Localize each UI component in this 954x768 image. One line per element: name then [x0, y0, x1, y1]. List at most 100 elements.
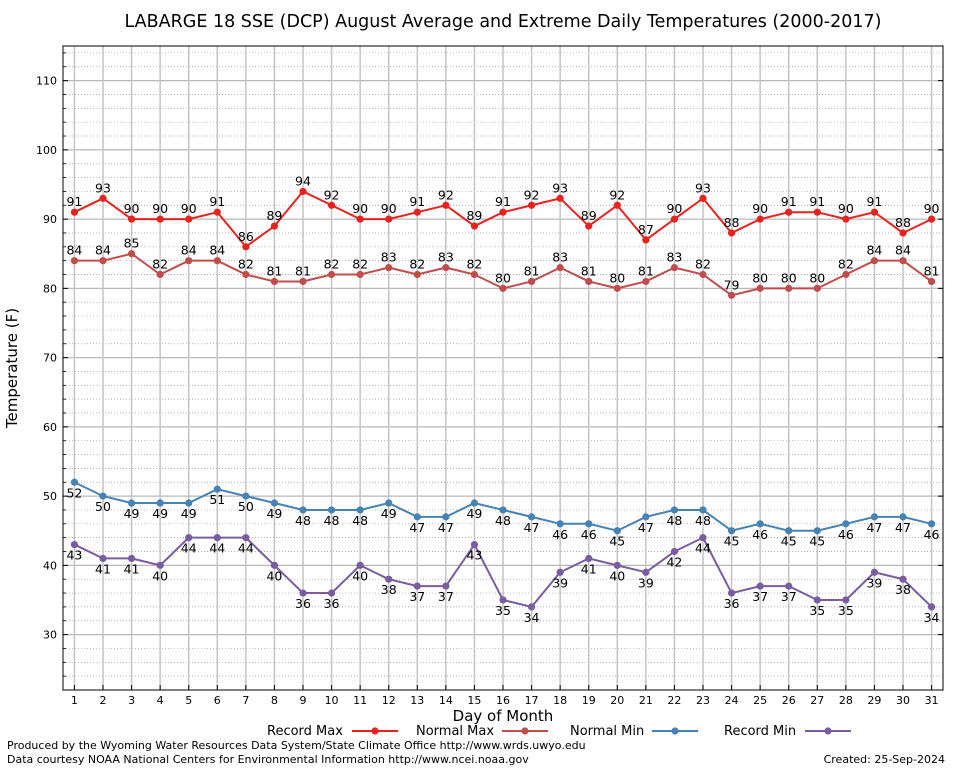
data-point [385, 263, 393, 272]
data-point [899, 575, 907, 583]
data-point [327, 506, 336, 514]
data-point [813, 284, 821, 292]
data-label: 84 [895, 243, 911, 258]
data-label: 51 [209, 492, 225, 507]
x-tick-label: 17 [525, 694, 539, 707]
data-label: 44 [238, 541, 254, 556]
data-label: 94 [295, 173, 311, 188]
y-tick-label: 80 [43, 282, 57, 295]
data-label: 92 [438, 187, 454, 202]
data-label: 36 [295, 596, 311, 611]
data-point [356, 215, 364, 223]
data-point [756, 582, 764, 590]
y-tick-label: 100 [36, 144, 57, 157]
data-label: 90 [752, 201, 768, 216]
data-point [70, 478, 79, 486]
data-point [785, 582, 793, 590]
data-label: 90 [381, 201, 397, 216]
y-tick-label: 50 [43, 490, 57, 503]
data-point [499, 284, 507, 292]
data-label: 38 [895, 582, 911, 597]
data-point [299, 589, 307, 597]
data-label: 79 [724, 277, 740, 292]
data-point [899, 229, 907, 237]
data-label: 48 [324, 513, 340, 528]
data-label: 46 [924, 527, 940, 542]
data-point [156, 215, 164, 223]
data-point [527, 201, 536, 209]
data-point [356, 561, 364, 569]
data-label: 91 [409, 194, 425, 209]
data-label: 48 [495, 513, 511, 528]
data-point [585, 222, 593, 230]
data-point [499, 208, 507, 216]
data-point [870, 568, 879, 576]
series-record-min: 43 41 41 40 44 44 44 40 36 36 40 38 37 37 43 35 34 39 41 40… [66, 534, 940, 625]
data-label: 80 [495, 270, 511, 285]
x-tick-label: 25 [753, 694, 767, 707]
data-label: 91 [209, 194, 225, 209]
data-point [813, 208, 821, 216]
data-point [413, 208, 421, 216]
data-label: 50 [95, 499, 111, 514]
data-label: 44 [181, 541, 197, 556]
data-label: 93 [695, 180, 711, 195]
data-label: 84 [95, 243, 111, 258]
data-point [213, 485, 221, 493]
data-point [99, 492, 107, 500]
legend-marker [521, 727, 529, 735]
y-tick-label: 90 [43, 213, 57, 226]
data-point [613, 201, 621, 209]
series-normal-max: 84 84 85 82 84 84 82 81 81 82 82 83 82 83 82 80 81 83 81 80… [66, 236, 940, 299]
data-point [442, 582, 450, 590]
data-point [213, 257, 221, 265]
data-point [556, 520, 564, 528]
data-point [556, 263, 564, 272]
data-label: 84 [209, 243, 225, 258]
data-point [299, 506, 307, 514]
x-tick-label: 14 [439, 694, 453, 707]
data-label: 34 [924, 610, 940, 625]
data-label: 36 [324, 596, 340, 611]
data-point [385, 575, 393, 583]
data-label: 40 [266, 568, 282, 583]
data-label: 80 [781, 270, 797, 285]
data-point [242, 492, 250, 500]
data-label: 48 [295, 513, 311, 528]
footer-producer-credit: Produced by the Wyoming Water Resources … [7, 739, 586, 752]
data-label: 39 [638, 575, 654, 590]
data-label: 80 [809, 270, 825, 285]
data-point [213, 534, 221, 542]
data-point [727, 589, 736, 597]
data-label: 44 [209, 541, 225, 556]
x-tick-label: 12 [382, 694, 396, 707]
legend-marker [371, 727, 379, 735]
data-point [842, 520, 850, 528]
data-point [642, 236, 650, 244]
x-tick-label: 9 [300, 694, 307, 707]
data-point [870, 208, 879, 216]
y-tick-label: 40 [43, 559, 57, 572]
data-label: 81 [581, 263, 597, 278]
data-point [842, 596, 850, 604]
data-point [156, 499, 164, 507]
data-label: 82 [695, 257, 711, 272]
x-tick-label: 2 [100, 694, 107, 707]
footer-created-date: Created: 25-Sep-2024 [824, 753, 945, 766]
data-label: 92 [609, 187, 625, 202]
x-tick-label: 1 [71, 694, 78, 707]
data-point [470, 270, 479, 279]
x-tick-label: 4 [157, 694, 164, 707]
y-axis-title: Temperature (F) [3, 308, 21, 429]
data-point [156, 270, 164, 279]
legend-item: Normal Min [570, 724, 698, 739]
data-label: 47 [524, 520, 540, 535]
data-label: 40 [352, 568, 368, 583]
data-label: 82 [409, 257, 425, 272]
data-point [499, 596, 507, 604]
data-label: 46 [838, 527, 854, 542]
data-point [585, 520, 593, 528]
y-tick-label: 30 [43, 629, 57, 642]
data-label: 92 [324, 187, 340, 202]
data-point [927, 603, 936, 611]
